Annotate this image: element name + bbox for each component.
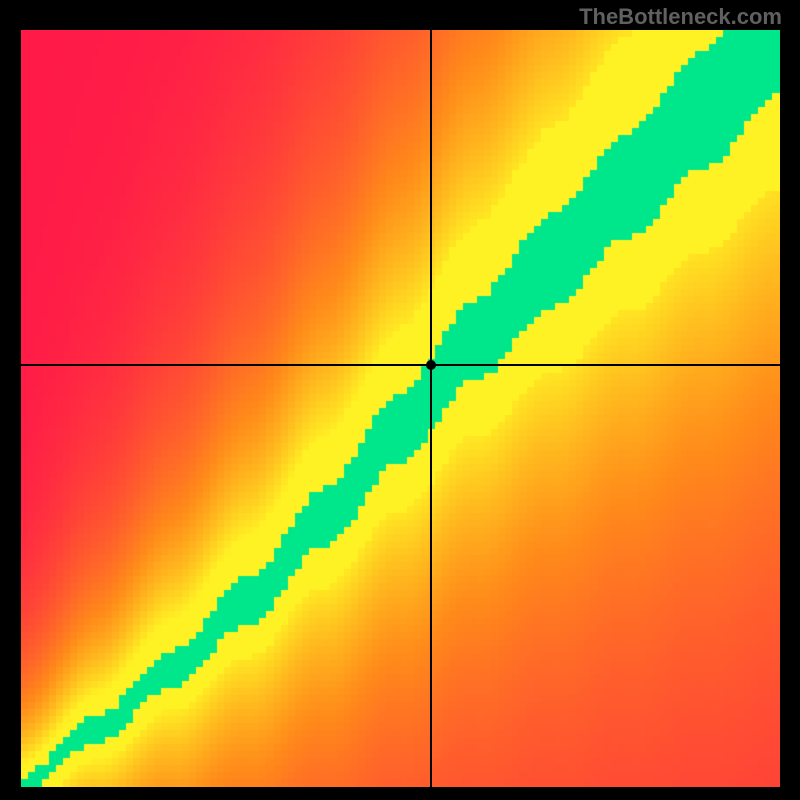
heatmap-canvas	[21, 30, 780, 787]
watermark-text: TheBottleneck.com	[579, 4, 782, 30]
crosshair-marker	[426, 360, 436, 370]
crosshair-horizontal	[21, 364, 780, 366]
chart-container: TheBottleneck.com	[0, 0, 800, 800]
crosshair-vertical	[430, 30, 432, 787]
